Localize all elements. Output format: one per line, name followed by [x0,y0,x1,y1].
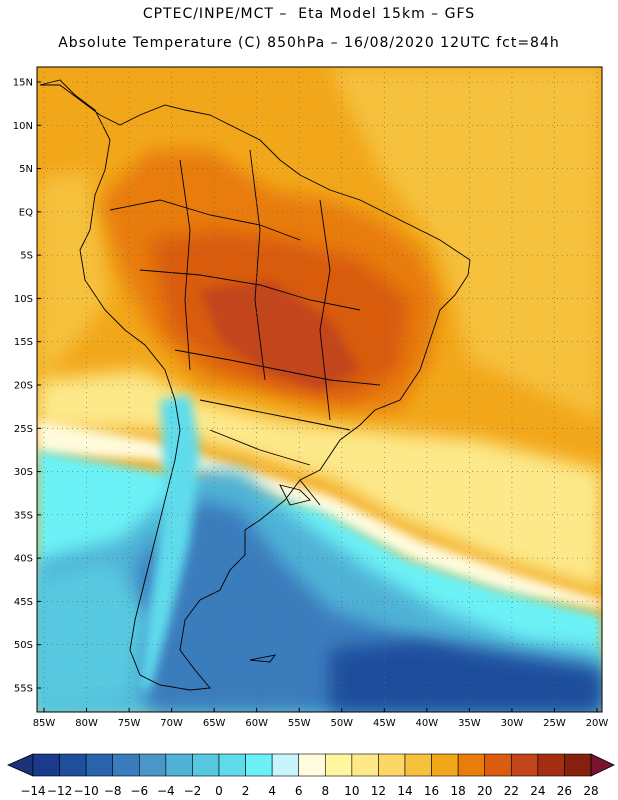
colorbar-label: 2 [242,784,250,798]
colorbar-label: −8 [104,784,122,798]
colorbar-swatch [404,753,432,777]
colorbar-swatch [245,753,273,777]
colorbar-swatch [537,753,565,777]
colorbar-swatch [85,753,114,777]
colorbar-swatch [510,753,539,777]
colorbar-swatch [271,753,300,777]
lat-label: 50S [14,640,33,651]
chart-title-line2: Absolute Temperature (C) 850hPa – 16/08/… [58,35,560,51]
lat-label: 10N [13,121,33,132]
lon-label: 60W [245,718,268,729]
lon-label: 20W [586,718,609,729]
colorbar-label: 20 [477,784,492,798]
graticule [37,67,602,712]
colorbar-label: 10 [344,784,359,798]
lat-label: 40S [14,554,33,565]
colorbar-swatch [378,753,406,777]
lon-label: 65W [203,718,226,729]
colorbar-swatch [431,753,459,777]
colorbar-swatch [324,753,353,777]
coastline [39,79,471,691]
colorbar-swatch [457,753,486,777]
lon-label: 35W [458,718,481,729]
colorbar-label: 0 [215,784,223,798]
lon-label: 85W [33,718,56,729]
lon-label: 70W [160,718,183,729]
colorbar-label: 4 [268,784,276,798]
colorbar-swatch [32,753,60,777]
colorbar-swatch [564,753,592,777]
lat-label: 25S [14,424,33,435]
lat-label: 30S [14,467,33,478]
lat-label: 20S [14,381,33,392]
lon-label: 50W [330,718,353,729]
lon-label: 30W [501,718,524,729]
colorbar-label: −4 [157,784,175,798]
colorbar-swatch [298,753,326,777]
colorbar-swatch [351,753,379,777]
lon-label: 55W [288,718,311,729]
colorbar: −14 −12 −10 −8 −6 −4 −2 0 2 4 6 8 10 12 14 16 18 20 22 24 26… [7,753,615,798]
lon-label: 40W [416,718,439,729]
colorbar-label: −2 [184,784,202,798]
colorbar-label: 28 [583,784,598,798]
colorbar-swatch [165,753,193,777]
lon-label: 45W [373,718,396,729]
colorbar-swatch [59,753,87,777]
colorbar-label: 22 [504,784,519,798]
colorbar-swatch [112,753,140,777]
lat-label: 5S [20,251,33,262]
lat-label: 15S [14,337,33,348]
lat-label: EQ [19,207,33,218]
colorbar-high-arrow [590,753,615,777]
lon-label: 75W [118,718,141,729]
colorbar-label: 16 [424,784,439,798]
colorbar-label: 12 [371,784,386,798]
lat-label: 55S [14,684,33,695]
latitude-labels: 15N 10N 5N EQ 5S 10S 15S 20S 25S 30S 35S 40S 45S 50S 5… [13,78,41,695]
colorbar-label: 8 [321,784,329,798]
colorbar-label: −10 [73,784,98,798]
lat-label: 45S [14,597,33,608]
colorbar-label: 24 [530,784,545,798]
colorbar-label: 26 [557,784,572,798]
lat-label: 15N [13,78,33,89]
colorbar-swatch [192,753,220,777]
colorbar-label: 6 [295,784,303,798]
colorbar-low-arrow [7,753,34,777]
lon-label: 80W [75,718,98,729]
map-frame [36,66,603,713]
lon-label: 25W [543,718,566,729]
colorbar-label: −6 [130,784,148,798]
lat-label: 5N [19,164,33,175]
longitude-labels: 85W 80W 75W 70W 65W 60W 55W 50W 45W 40W 35W 30W 25W 2… [33,708,609,729]
colorbar-label: 14 [397,784,412,798]
colorbar-label: −14 [20,784,45,798]
colorbar-swatch [484,753,512,777]
chart-title-line1: CPTEC/INPE/MCT – Eta Model 15km – GFS [142,6,476,22]
colorbar-swatch [138,753,167,777]
colorbar-label: 18 [451,784,466,798]
colorbar-swatch [218,753,246,777]
lat-label: 35S [14,510,33,521]
lat-label: 10S [14,294,33,305]
temperature-field [37,67,602,712]
colorbar-label: −12 [47,784,72,798]
